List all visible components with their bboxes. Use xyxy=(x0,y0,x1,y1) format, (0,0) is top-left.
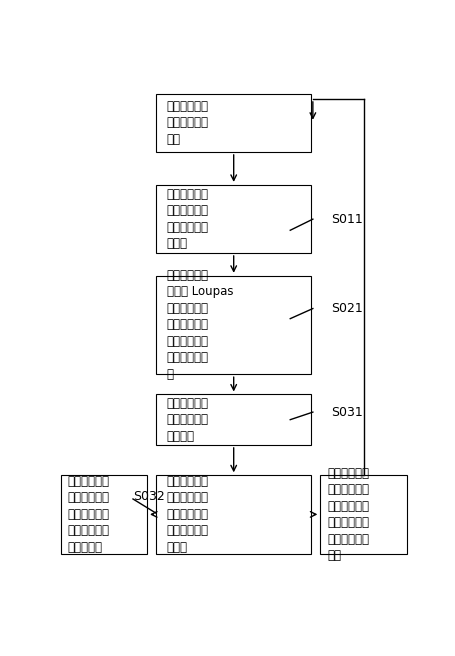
Text: 计算所述回波
在时间方向上
具体位移: 计算所述回波 在时间方向上 具体位移 xyxy=(166,397,208,443)
Text: 采用二维二维
自相关 Loupas
算法计算所述
回波在时间方
向取样窗口内
的平均位移速
度: 采用二维二维 自相关 Loupas 算法计算所述 回波在时间方 向取样窗口内 的… xyxy=(166,269,233,381)
Text: S032: S032 xyxy=(133,491,164,503)
Bar xyxy=(156,475,311,554)
Text: S031: S031 xyxy=(330,405,362,419)
Text: S011: S011 xyxy=(330,213,362,226)
Text: 对与激励脉冲
信号对应的回
波信号进行线
性插值: 对与激励脉冲 信号对应的回 波信号进行线 性插值 xyxy=(166,188,208,250)
Bar xyxy=(156,394,311,445)
Text: 发射激励与检
测脉冲并检测
回波: 发射激励与检 测脉冲并检测 回波 xyxy=(166,100,208,146)
Bar xyxy=(156,185,311,253)
Text: S021: S021 xyxy=(330,302,362,315)
Text: 依据位移拟合
曲线的峰值变
化率以及欧式
距离，得到最
佳激励脉冲的
数量: 依据位移拟合 曲线的峰值变 化率以及欧式 距离，得到最 佳激励脉冲的 数量 xyxy=(327,466,369,562)
Text: 计算回波的平
滑度指数，自
适应确定最优
位移计算的时
间取样窗口: 计算回波的平 滑度指数，自 适应确定最优 位移计算的时 间取样窗口 xyxy=(67,475,109,554)
Bar xyxy=(319,475,406,554)
Text: 对位移曲线进
行运动滤波，
消除组织自身
运动带来的位
移信息: 对位移曲线进 行运动滤波， 消除组织自身 运动带来的位 移信息 xyxy=(166,475,208,554)
Bar xyxy=(61,475,147,554)
Bar xyxy=(156,94,311,152)
Bar xyxy=(156,276,311,374)
